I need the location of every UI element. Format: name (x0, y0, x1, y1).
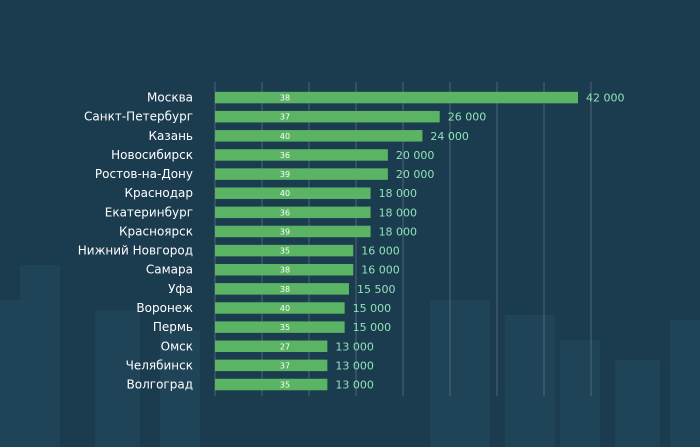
bar-inner-label: 37 (280, 113, 290, 122)
value-label: 18 000 (379, 187, 418, 200)
category-label: Самара (146, 263, 193, 277)
bar-inner-label: 36 (280, 208, 290, 217)
bar-inner-label: 27 (280, 342, 290, 351)
value-label: 18 000 (379, 206, 418, 219)
bar-inner-label: 35 (280, 323, 290, 332)
bar (215, 340, 328, 353)
category-label: Санкт-Петербург (84, 110, 193, 124)
bar (215, 225, 371, 238)
category-label: Новосибирск (111, 148, 193, 162)
bar (215, 187, 371, 199)
value-label: 18 000 (379, 225, 418, 238)
value-label: 15 000 (353, 302, 392, 315)
bar-inner-label: 39 (280, 170, 290, 179)
bar-inner-label: 35 (280, 381, 290, 390)
bar (215, 321, 345, 333)
bar-inner-label: 39 (280, 227, 290, 236)
bar (215, 244, 354, 257)
bars (215, 91, 578, 391)
bar (215, 283, 349, 295)
value-label: 20 000 (396, 168, 435, 181)
value-label: 15 500 (357, 283, 396, 296)
category-label: Нижний Новгород (78, 244, 193, 258)
category-label: Екатеринбург (105, 205, 193, 219)
value-label: 15 000 (353, 321, 392, 334)
bar-inner-label: 40 (280, 189, 290, 198)
value-label: 13 000 (335, 340, 374, 353)
labels: Москва 38 42 000 Санкт-Петербург 37 26 000 Каз… (78, 91, 625, 392)
bar-inner-label: 37 (280, 361, 290, 370)
category-label: Красноярск (119, 224, 193, 238)
category-label: Воронеж (136, 301, 193, 315)
category-label: Уфа (168, 282, 193, 296)
category-label: Омск (161, 339, 193, 353)
category-label: Волгоград (127, 378, 193, 392)
bar-inner-label: 35 (280, 247, 290, 256)
bar-inner-label: 36 (280, 151, 290, 160)
bar-inner-label: 40 (280, 304, 290, 313)
bar (215, 206, 371, 219)
bar (215, 378, 328, 391)
bar (215, 110, 440, 123)
value-label: 24 000 (430, 130, 469, 143)
value-label: 20 000 (396, 149, 435, 162)
bar (215, 263, 354, 276)
bar (215, 91, 578, 104)
bar (215, 168, 388, 180)
bar-inner-label: 38 (280, 266, 290, 275)
category-label: Пермь (153, 320, 193, 334)
value-label: 13 000 (335, 379, 374, 392)
value-label: 26 000 (448, 111, 487, 124)
bar (215, 130, 423, 142)
bar-inner-label: 38 (280, 285, 290, 294)
value-label: 42 000 (586, 92, 625, 105)
value-label: 16 000 (361, 264, 400, 277)
category-label: Ростов-на-Дону (95, 167, 193, 181)
bar (215, 359, 328, 372)
bar-inner-label: 40 (280, 132, 290, 141)
category-label: Челябинск (126, 358, 193, 372)
category-label: Краснодар (124, 186, 193, 200)
value-label: 16 000 (361, 245, 400, 258)
bar (215, 149, 388, 161)
value-label: 13 000 (335, 359, 374, 372)
category-label: Казань (148, 129, 193, 143)
bar-inner-label: 38 (280, 94, 290, 103)
bar (215, 302, 345, 314)
category-label: Москва (147, 91, 193, 105)
